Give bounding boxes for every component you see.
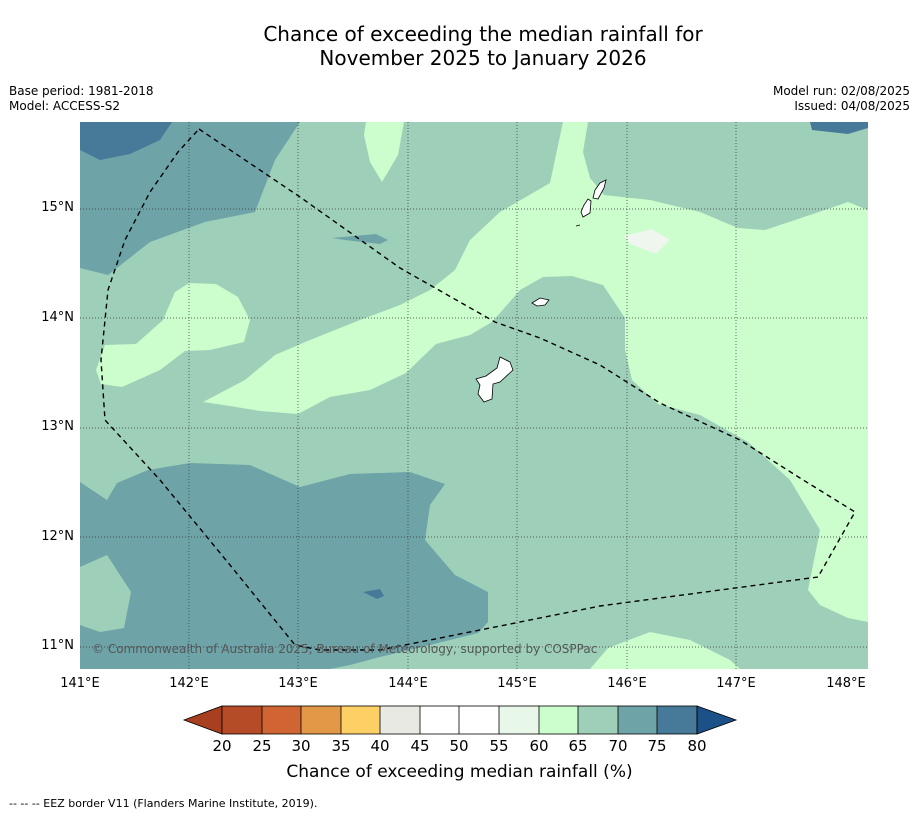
colorbar-tick-55: 55 xyxy=(489,737,509,755)
islands xyxy=(475,179,607,403)
colorbar-tick-20: 20 xyxy=(212,737,232,755)
lat-label-11n: 11°N xyxy=(41,638,74,653)
region-60-65-top xyxy=(364,122,404,182)
island-aguijan xyxy=(575,224,581,227)
island-tinian xyxy=(580,198,592,218)
island-saipan xyxy=(592,179,607,200)
colorbar-55-60 xyxy=(499,706,539,734)
meta-right: Model run: 02/08/2025 Issued: 04/08/2025 xyxy=(773,84,910,114)
lon-label-145e: 145°E xyxy=(497,676,537,691)
colorbar-tick-40: 40 xyxy=(370,737,390,755)
colorbar-25-30 xyxy=(262,706,301,734)
region-60-65-west xyxy=(96,283,250,387)
colorbar-extend-high xyxy=(696,705,738,735)
colorbar-tick-30: 30 xyxy=(291,737,311,755)
lon-label-143e: 143°E xyxy=(278,676,318,691)
region-65-70-southwest-patch xyxy=(80,555,131,632)
region-75-80-northeast xyxy=(810,122,868,134)
region-70-75-southwest xyxy=(80,463,488,669)
colorbar-tick-50: 50 xyxy=(449,737,469,755)
island-rota xyxy=(531,297,550,307)
region-55-60-patch xyxy=(624,229,670,254)
region-75-80-northwest xyxy=(80,122,172,160)
lon-label-146e: 146°E xyxy=(607,676,647,691)
colorbar-75-80 xyxy=(657,706,697,734)
region-75-80-small-blob xyxy=(363,589,384,599)
model-name: Model: ACCESS-S2 xyxy=(9,99,121,113)
colorbar-title: Chance of exceeding median rainfall (%) xyxy=(286,762,633,782)
lon-label-142e: 142°E xyxy=(169,676,209,691)
model-run: Model run: 02/08/2025 xyxy=(772,84,910,98)
colorbar-extend-low xyxy=(182,705,223,735)
issued-date: Issued: 04/08/2025 xyxy=(794,99,910,113)
colorbar-35-40 xyxy=(341,706,380,734)
island-guam xyxy=(475,356,514,403)
colorbar-45-50 xyxy=(420,706,459,734)
lon-label-144e: 144°E xyxy=(388,676,428,691)
colorbar-dividers xyxy=(261,706,658,734)
colorbar-65-70 xyxy=(578,706,618,734)
colorbar-60-65 xyxy=(539,706,578,734)
lat-label-15n: 15°N xyxy=(41,200,74,215)
region-70-75-small-blob xyxy=(332,234,388,244)
colorbar-50-55 xyxy=(459,706,499,734)
meta-left: Base period: 1981-2018 Model: ACCESS-S2 xyxy=(9,84,154,114)
colorbar-tick-60: 60 xyxy=(529,737,549,755)
gridlines xyxy=(80,122,868,669)
colorbar-outline xyxy=(221,705,698,735)
base-period: Base period: 1981-2018 xyxy=(9,84,154,98)
colorbar-tick-45: 45 xyxy=(410,737,430,755)
lat-label-12n: 12°N xyxy=(41,529,74,544)
colorbar xyxy=(182,705,738,735)
lon-label-148e: 148°E xyxy=(826,676,866,691)
colorbar-30-35 xyxy=(301,706,341,734)
colorbar-20-25 xyxy=(222,706,262,734)
region-60-65-bottom xyxy=(590,632,740,669)
colorbar-tick-75: 75 xyxy=(647,737,667,755)
title-line-1: Chance of exceeding the median rainfall … xyxy=(263,22,703,46)
lat-label-13n: 13°N xyxy=(41,419,74,434)
colorbar-tick-65: 65 xyxy=(568,737,588,755)
lon-label-147e: 147°E xyxy=(716,676,756,691)
eez-footnote: -- -- -- EEZ border V11 (Flanders Marine… xyxy=(9,797,318,810)
title-line-2: November 2025 to January 2026 xyxy=(319,46,647,70)
colorbar-tick-25: 25 xyxy=(252,737,272,755)
colorbar-tick-70: 70 xyxy=(608,737,628,755)
map-title: Chance of exceeding the median rainfall … xyxy=(0,22,919,70)
colorbar-70-75 xyxy=(618,706,657,734)
colorbar-40-45 xyxy=(380,706,420,734)
lat-label-14n: 14°N xyxy=(41,310,74,325)
map-area xyxy=(80,122,868,669)
colorbar-tick-80: 80 xyxy=(687,737,707,755)
colorbar-tick-35: 35 xyxy=(331,737,351,755)
eez-border xyxy=(100,128,856,651)
lon-label-141e: 141°E xyxy=(60,676,100,691)
copyright-text: © Commonwealth of Australia 2025, Bureau… xyxy=(92,642,597,656)
region-60-65-central-east xyxy=(203,122,868,622)
